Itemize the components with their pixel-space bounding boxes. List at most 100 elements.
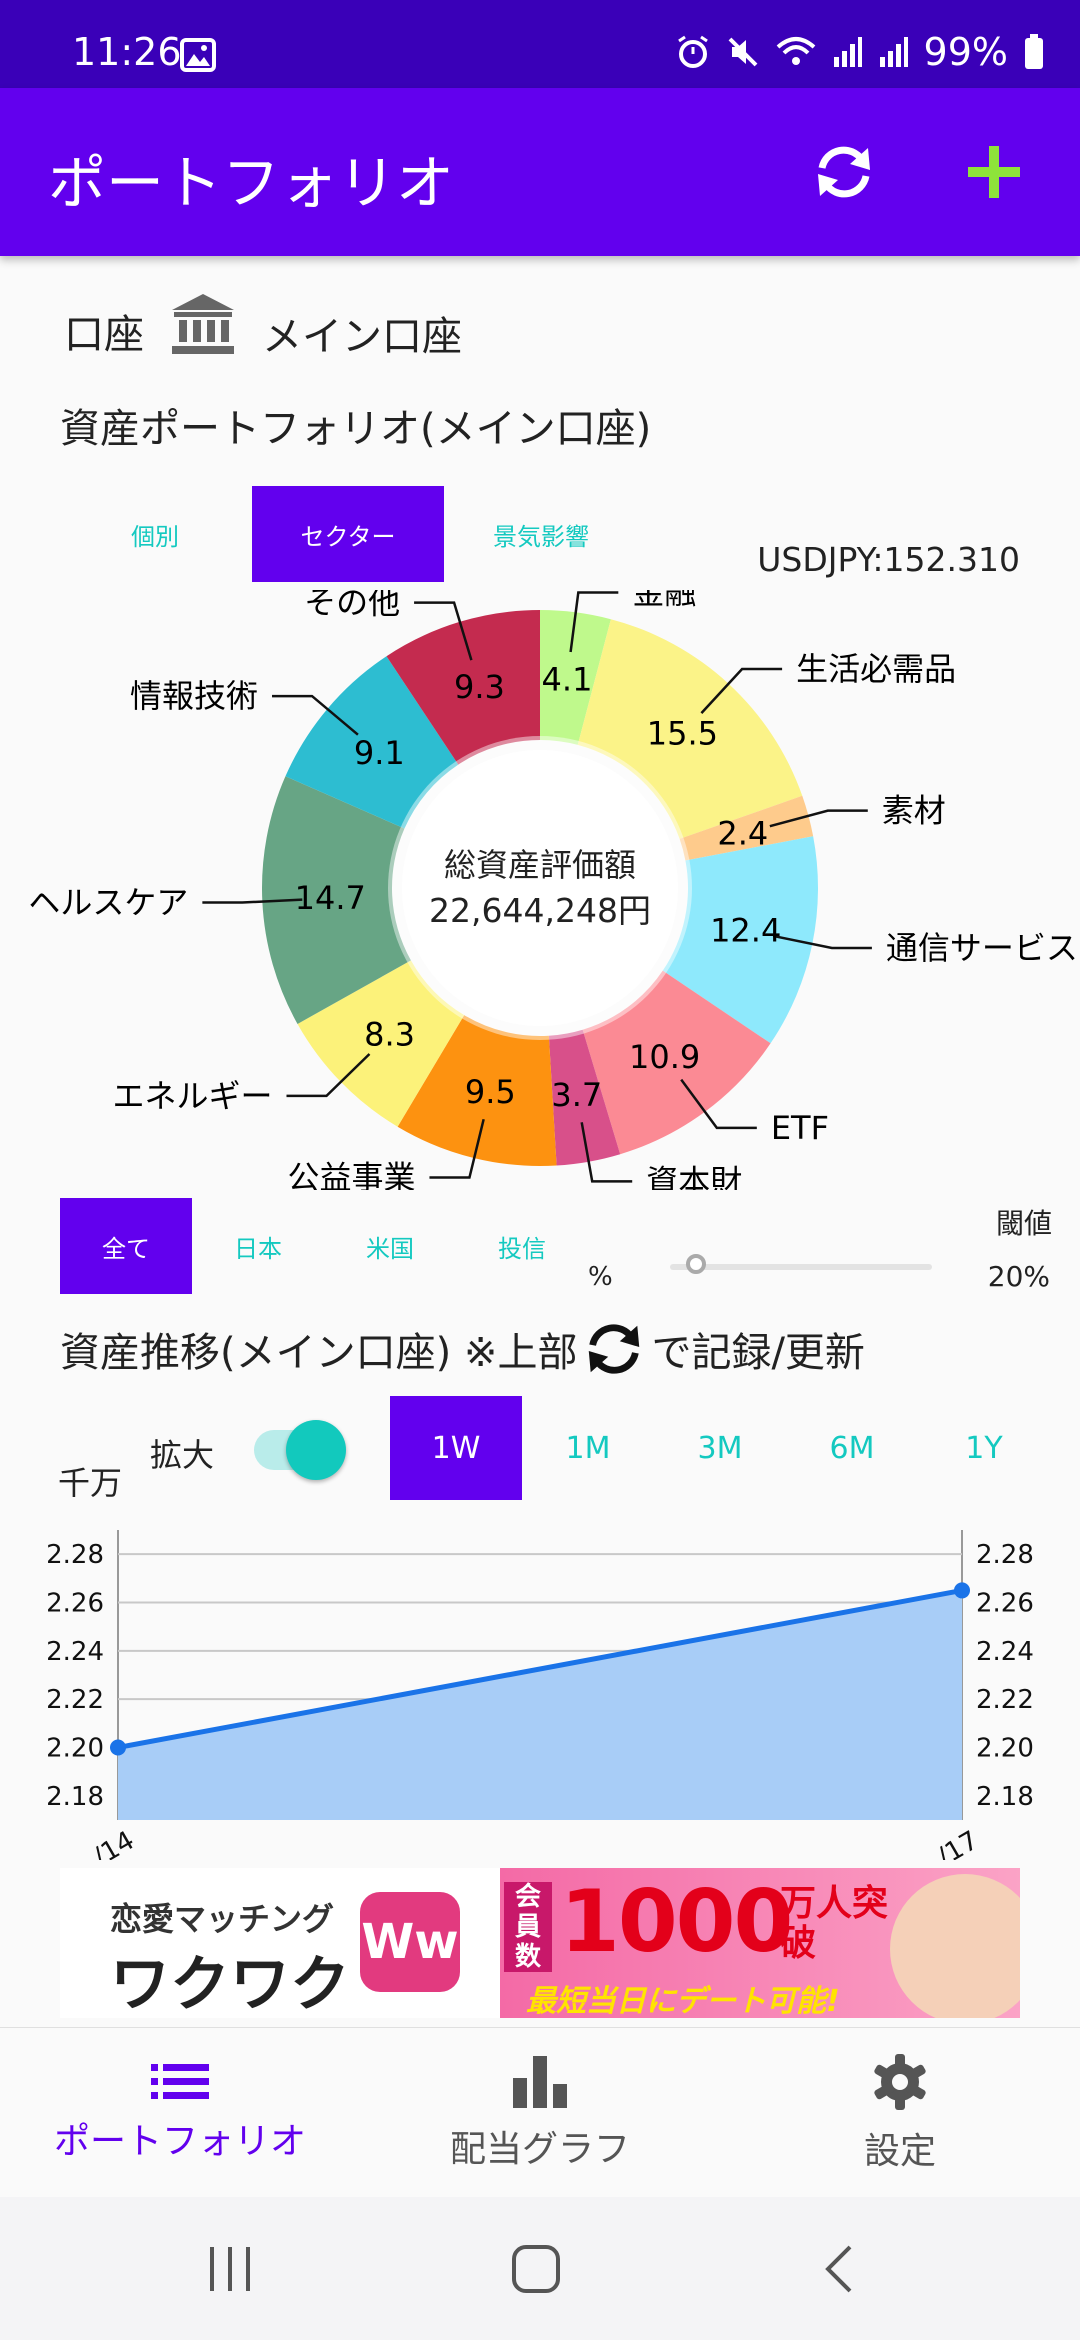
nav-label: 配当グラフ	[449, 2129, 630, 2170]
area-fill	[118, 1590, 962, 1820]
y-tick-right: 2.18	[976, 1782, 1034, 1812]
bar-chart-icon	[513, 2056, 567, 2108]
bank-icon	[172, 294, 234, 354]
sector-label: エネルギー	[112, 1077, 272, 1115]
callout-line	[680, 1078, 757, 1130]
gear-icon	[874, 2054, 926, 2110]
ad-badge: 会員数	[504, 1882, 552, 1972]
slider-thumb[interactable]	[686, 1254, 707, 1274]
filter-us[interactable]: 米国	[366, 1234, 414, 1263]
mute-icon	[728, 37, 757, 67]
sector-label: ETF	[771, 1109, 829, 1147]
range-3m[interactable]: 3M	[697, 1430, 743, 1466]
pie-slice	[582, 970, 771, 1155]
sector-label: 情報技術	[130, 677, 258, 715]
wifi-icon	[776, 37, 815, 65]
pie-slice	[386, 610, 540, 765]
slice-value-label: 10.9	[629, 1038, 700, 1076]
nav-dividend-graph[interactable]: 配当グラフ	[360, 2028, 720, 2198]
slice-value-label: 14.7	[295, 879, 366, 917]
callout-line	[580, 1122, 633, 1183]
tab-individual[interactable]: 個別	[131, 522, 179, 551]
callout-line	[414, 601, 473, 661]
refresh-button[interactable]	[800, 128, 888, 216]
nav-label: 設定	[863, 2131, 936, 2172]
y-tick-right: 2.28	[976, 1540, 1034, 1570]
ad-unit: 万人突破	[780, 1883, 889, 1964]
status-icons: 99%	[676, 30, 1044, 74]
slice-value-label: 3.7	[551, 1076, 602, 1114]
threshold-value: 20%	[987, 1260, 1050, 1293]
image-notification-icon	[180, 38, 216, 72]
tab-sector[interactable]: セクター	[252, 486, 444, 582]
status-time: 11:26	[72, 30, 182, 74]
nav-settings[interactable]: 設定	[720, 2028, 1080, 2198]
slice-value-label: 8.3	[364, 1015, 415, 1053]
filter-japan[interactable]: 日本	[234, 1234, 282, 1263]
sync-icon	[589, 1324, 640, 1374]
pie-slice	[285, 656, 459, 829]
donut-center-value: 22,644,248円	[429, 891, 651, 930]
pie-slice	[397, 1015, 557, 1166]
account-label: 口座	[64, 312, 144, 358]
bottom-navigation: ポートフォリオ 配当グラフ 設定	[0, 2027, 1080, 2198]
toggle-knob[interactable]	[286, 1420, 346, 1480]
home-icon[interactable]	[510, 2243, 562, 2295]
sector-label: 金融	[632, 590, 696, 611]
ad-logo: Ww	[360, 1892, 460, 1992]
plus-icon	[968, 146, 1020, 198]
pie-slice	[540, 610, 611, 745]
zoom-toggle[interactable]	[254, 1420, 346, 1480]
sector-label: 通信サービス	[886, 929, 1078, 967]
y-tick-left: 2.24	[46, 1637, 104, 1667]
filter-all[interactable]: 全て	[60, 1198, 192, 1294]
range-1m[interactable]: 1M	[565, 1430, 611, 1466]
range-6m[interactable]: 6M	[829, 1430, 875, 1466]
y-tick-left: 2.28	[46, 1540, 104, 1570]
fx-rate: USDJPY:152.310	[757, 540, 1020, 579]
slice-value-label: 12.4	[710, 911, 781, 949]
sector-label: 公益事業	[287, 1159, 415, 1190]
sync-icon	[818, 146, 870, 198]
account-select[interactable]: メイン口座	[262, 314, 462, 360]
ad-banner[interactable]: 恋愛マッチング ワクワク Ww 会員数 1000 万人突破 最短当日にデート可能…	[60, 1868, 1020, 2018]
slice-value-label: 9.5	[465, 1073, 516, 1111]
trend-line	[117, 1587, 963, 1750]
trend-title-text: 資産推移(メイン口座) ※上部	[60, 1330, 578, 1376]
tab-economy[interactable]: 景気影響	[493, 522, 589, 551]
sector-label: その他	[304, 590, 400, 622]
range-1w[interactable]: 1W	[390, 1396, 522, 1500]
y-tick-left: 2.22	[46, 1685, 104, 1715]
back-icon[interactable]	[820, 2243, 860, 2295]
callout-line	[429, 1118, 485, 1179]
callout-line	[286, 1053, 371, 1098]
pie-slice	[662, 836, 818, 1044]
system-navigation-bar	[0, 2197, 1080, 2340]
y-tick-right: 2.26	[976, 1589, 1034, 1619]
y-tick-left: 2.20	[46, 1734, 104, 1764]
pie-slice	[679, 795, 814, 861]
callout-line	[202, 898, 303, 904]
ad-person-image	[890, 1874, 1020, 2018]
filter-funds[interactable]: 投信	[498, 1234, 546, 1263]
portfolio-title: 資産ポートフォリオ(メイン口座)	[60, 406, 652, 452]
range-1y[interactable]: 1Y	[965, 1430, 1003, 1466]
slice-value-label: 9.3	[454, 668, 505, 706]
callout-line	[569, 591, 619, 653]
chart-unit-label: 千万	[58, 1464, 123, 1502]
donut-hole	[402, 750, 678, 1026]
trend-title: 資産推移(メイン口座) ※上部 で記録/更新	[60, 1316, 865, 1382]
threshold-slider[interactable]	[670, 1254, 932, 1274]
battery-percent: 99%	[923, 30, 1008, 74]
pie-slice	[261, 776, 411, 1024]
nav-portfolio[interactable]: ポートフォリオ	[0, 2028, 360, 2198]
x-tick-label: /17	[932, 1826, 983, 1860]
y-tick-right: 2.24	[976, 1637, 1034, 1667]
threshold-label: 閾値	[995, 1207, 1052, 1240]
slice-value-label: 9.1	[354, 734, 405, 772]
add-button[interactable]	[950, 128, 1038, 216]
recent-apps-icon[interactable]	[206, 2243, 256, 2293]
donut-center-label: 総資産評価額	[443, 846, 636, 884]
pie-slice	[577, 619, 803, 839]
